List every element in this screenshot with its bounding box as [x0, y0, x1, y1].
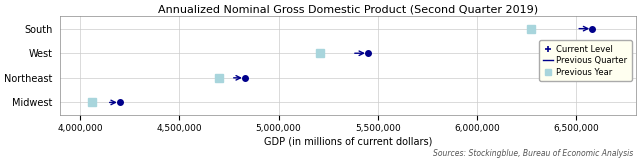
- Title: Annualized Nominal Gross Domestic Product (Second Quarter 2019): Annualized Nominal Gross Domestic Produc…: [158, 4, 538, 14]
- Legend: Current Level, Previous Quarter, Previous Year: Current Level, Previous Quarter, Previou…: [539, 40, 632, 81]
- X-axis label: GDP (in millions of current dollars): GDP (in millions of current dollars): [264, 136, 432, 146]
- Text: Sources: Stockingblue, Bureau of Economic Analysis: Sources: Stockingblue, Bureau of Economi…: [433, 149, 634, 158]
